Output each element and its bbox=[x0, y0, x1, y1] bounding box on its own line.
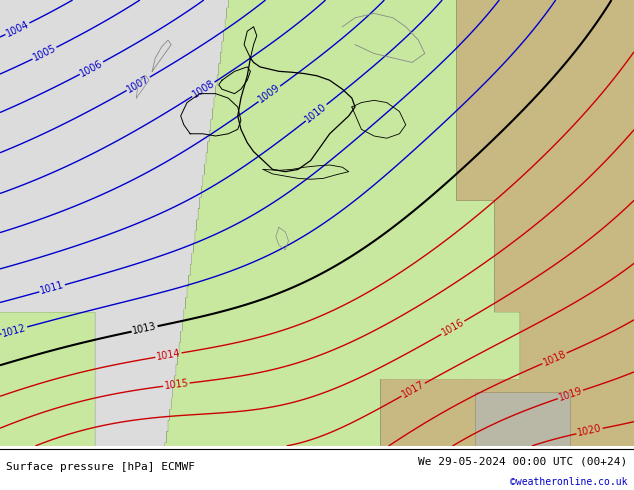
Text: 1007: 1007 bbox=[125, 74, 152, 94]
Text: 1004: 1004 bbox=[4, 19, 30, 39]
Text: 1009: 1009 bbox=[257, 83, 282, 105]
Text: 1005: 1005 bbox=[31, 43, 58, 63]
Text: Surface pressure [hPa] ECMWF: Surface pressure [hPa] ECMWF bbox=[6, 462, 195, 472]
Text: 1014: 1014 bbox=[155, 348, 181, 362]
Text: 1013: 1013 bbox=[132, 321, 158, 336]
Text: 1019: 1019 bbox=[557, 386, 584, 403]
Text: 1016: 1016 bbox=[440, 317, 466, 338]
Text: 1020: 1020 bbox=[576, 423, 602, 439]
Text: 1018: 1018 bbox=[541, 349, 568, 368]
Text: 1012: 1012 bbox=[1, 322, 27, 339]
Text: 1008: 1008 bbox=[190, 78, 216, 100]
Text: 1017: 1017 bbox=[400, 379, 426, 400]
Text: We 29-05-2024 00:00 UTC (00+24): We 29-05-2024 00:00 UTC (00+24) bbox=[418, 456, 628, 466]
Text: 1015: 1015 bbox=[164, 378, 189, 391]
Text: 1006: 1006 bbox=[79, 58, 105, 78]
Text: ©weatheronline.co.uk: ©weatheronline.co.uk bbox=[510, 477, 628, 487]
Text: 1010: 1010 bbox=[304, 101, 329, 124]
Text: 1011: 1011 bbox=[39, 280, 65, 296]
